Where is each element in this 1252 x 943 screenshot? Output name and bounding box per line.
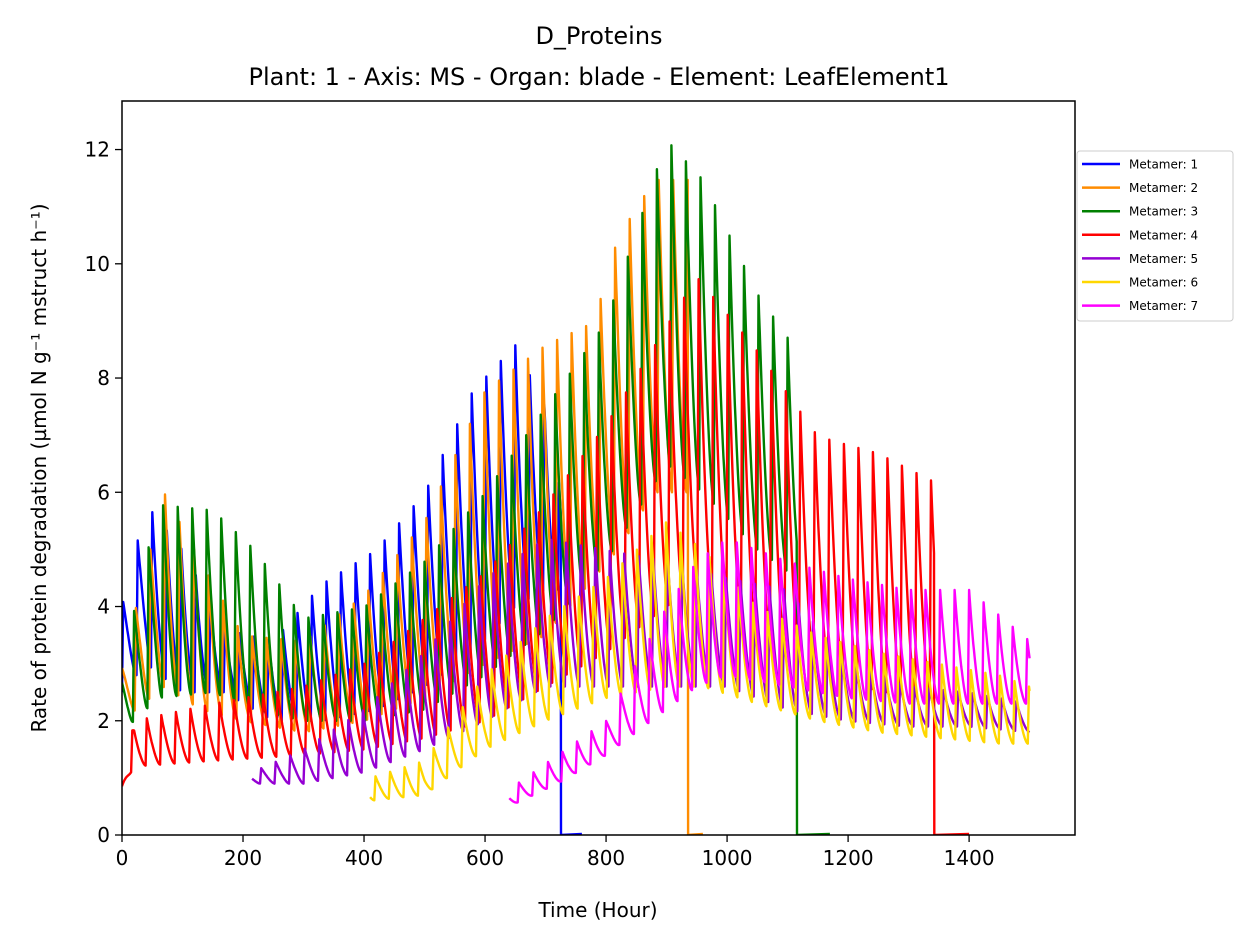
series-layer <box>122 144 1031 835</box>
chart-title: D_Proteins <box>535 22 662 50</box>
series-line-metamer-1 <box>122 344 582 835</box>
x-tick-label: 1400 <box>944 846 995 870</box>
series-line-metamer-6 <box>369 521 1031 802</box>
legend-label: Metamer: 1 <box>1129 158 1198 172</box>
series-line-metamer-7 <box>508 541 1031 804</box>
x-tick-label: 400 <box>345 846 383 870</box>
x-tick-label: 0 <box>116 846 129 870</box>
legend-label: Metamer: 2 <box>1129 181 1198 195</box>
legend-label: Metamer: 6 <box>1129 276 1198 290</box>
x-axis: 0 200 400 600 800 1000 1200 1400 <box>116 835 995 870</box>
plot-area <box>121 100 1076 836</box>
y-tick-label: 8 <box>97 366 110 390</box>
legend-frame <box>1076 150 1234 322</box>
y-tick-label: 4 <box>97 595 110 619</box>
x-tick-label: 800 <box>587 846 625 870</box>
legend-label: Metamer: 7 <box>1129 299 1198 313</box>
legend: Metamer: 1 Metamer: 2 Metamer: 3 Metamer: 4… <box>1076 150 1234 322</box>
series-line-metamer-5 <box>251 538 1031 785</box>
y-tick-label: 6 <box>97 480 110 504</box>
x-tick-label: 200 <box>224 846 262 870</box>
y-tick-label: 10 <box>85 252 110 276</box>
y-tick-label: 2 <box>97 709 110 733</box>
chart-subtitle: Plant: 1 - Axis: MS - Organ: blade - Ele… <box>248 63 949 91</box>
legend-label: Metamer: 4 <box>1129 228 1198 242</box>
y-axis: 0 2 4 6 8 10 12 <box>85 138 122 847</box>
x-tick-label: 1000 <box>702 846 753 870</box>
x-tick-label: 600 <box>466 846 504 870</box>
series-line-metamer-4 <box>122 278 970 835</box>
legend-label: Metamer: 3 <box>1129 205 1198 219</box>
plot-frame <box>121 100 1076 836</box>
y-tick-label: 12 <box>85 138 110 162</box>
x-axis-label: Time (Hour) <box>537 898 657 922</box>
y-tick-label: 0 <box>97 823 110 847</box>
x-tick-label: 1200 <box>823 846 874 870</box>
legend-label: Metamer: 5 <box>1129 252 1198 266</box>
y-axis-label: Rate of protein degradation (µmol N g⁻¹ … <box>27 203 51 732</box>
